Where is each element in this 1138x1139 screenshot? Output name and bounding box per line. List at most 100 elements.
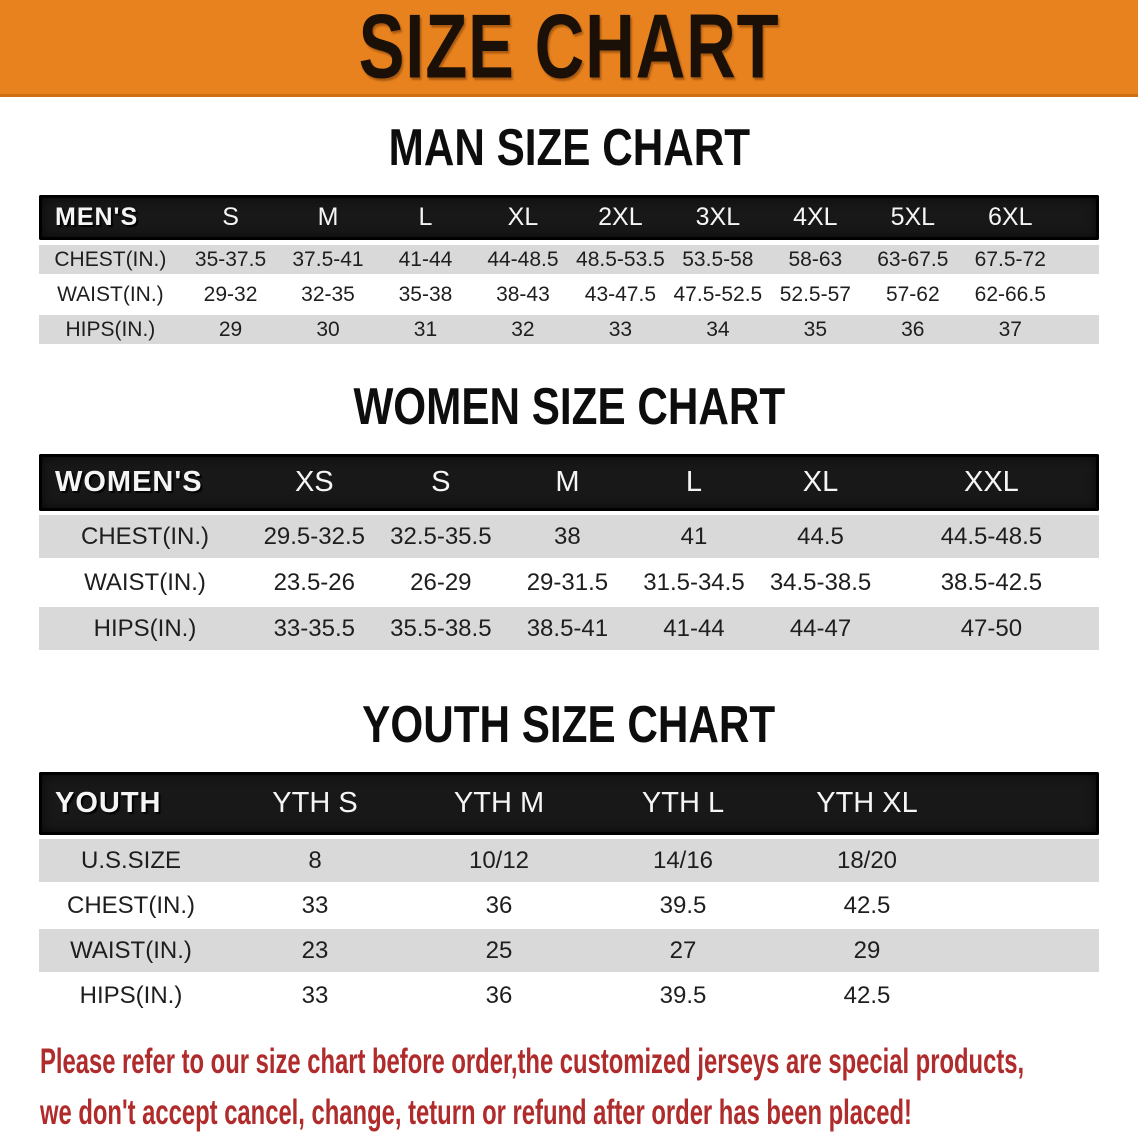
youth-size-table: YOUTH YTH S YTH M YTH L YTH XL U.S.SIZE 8 10/12… (39, 772, 1099, 1017)
size-value-cell: 52.5-57 (779, 282, 851, 306)
size-value-cell: 63-67.5 (877, 247, 949, 271)
size-value-cell: 36 (485, 891, 513, 919)
size-value-cell: 29-32 (203, 282, 258, 306)
disclaimer-text: Please refer to our size chart before or… (40, 1037, 1138, 1139)
size-value-cell: 38-43 (496, 282, 550, 306)
size-column-header: XL (802, 466, 839, 498)
row-label: CHEST(IN.) (81, 522, 209, 550)
size-value-cell: 39.5 (659, 891, 707, 919)
row-label: WAIST(IN.) (70, 936, 192, 964)
size-column-header: 6XL (988, 203, 1033, 231)
size-value-cell: 27 (669, 936, 697, 964)
size-value-cell: 39.5 (659, 981, 707, 1009)
size-value-cell: 32-35 (301, 282, 355, 306)
size-value-cell: 37.5-41 (292, 247, 364, 271)
size-column-header: S (222, 203, 239, 231)
row-label: HIPS(IN.) (65, 317, 156, 341)
disclaimer-line-1: Please refer to our size chart before or… (40, 1042, 1025, 1081)
size-value-cell: 62-66.5 (974, 282, 1046, 306)
disclaimer-line-2: we don't accept cancel, change, teturn o… (40, 1092, 912, 1132)
size-value-cell: 31.5-34.5 (643, 568, 745, 596)
size-value-cell: 29.5-32.5 (263, 522, 365, 550)
size-value-cell: 44.5-48.5 (940, 522, 1043, 550)
size-value-cell: 33-35.5 (273, 614, 355, 642)
men-section: MAN SIZE CHART (0, 119, 1138, 178)
size-value-cell: 29 (218, 317, 243, 341)
size-column-header: S (431, 466, 451, 498)
size-value-cell: 14/16 (652, 846, 714, 874)
size-column-header: L (685, 466, 703, 498)
size-column-header: 4XL (793, 203, 838, 231)
size-column-header: XL (507, 203, 539, 231)
size-value-cell: 33 (301, 981, 329, 1009)
size-column-header: 5XL (890, 203, 936, 231)
size-value-cell: 8 (308, 846, 322, 874)
size-value-cell: 38.5-42.5 (940, 568, 1043, 596)
size-value-cell: 35 (803, 317, 828, 341)
size-value-cell: 36 (485, 981, 513, 1009)
size-value-cell: 38.5-41 (526, 614, 609, 642)
size-column-header: XS (294, 466, 334, 498)
size-value-cell: 43-47.5 (584, 282, 657, 306)
size-value-cell: 41 (680, 522, 708, 550)
size-column-header: 3XL (695, 203, 741, 231)
size-value-cell: 36 (901, 317, 925, 341)
size-column-header: L (418, 203, 433, 231)
size-column-header: M (555, 466, 580, 498)
size-value-cell: 42.5 (843, 981, 891, 1009)
size-value-cell: 32 (511, 317, 535, 341)
youth-header-label: YOUTH (55, 787, 162, 819)
youth-data-row: CHEST(IN.) 33 36 39.5 42.5 (39, 884, 1099, 927)
size-value-cell: 38 (554, 522, 581, 550)
size-value-cell: 48.5-53.5 (576, 247, 665, 271)
size-value-cell: 30 (316, 317, 340, 341)
banner-title: SIZE CHART (358, 0, 780, 98)
size-column-header: YTH XL (816, 787, 918, 819)
size-value-cell: 35-38 (398, 282, 453, 306)
size-chart-banner: SIZE CHART (0, 0, 1138, 97)
size-column-header: M (317, 203, 339, 231)
size-value-cell: 26-29 (410, 568, 472, 596)
size-column-header: YTH S (272, 787, 358, 819)
men-header-label: MEN'S (55, 203, 139, 231)
men-header-row: MEN'S S M L XL 2XL 3XL 4XL 5XL 6XL (39, 195, 1099, 240)
size-column-header: YTH L (641, 787, 725, 819)
size-value-cell: 44.5 (797, 522, 844, 550)
size-value-cell: 35-37.5 (194, 247, 267, 271)
row-label: HIPS(IN.) (79, 981, 183, 1009)
size-value-cell: 37 (998, 317, 1022, 341)
size-value-cell: 25 (485, 936, 513, 964)
youth-data-row: WAIST(IN.) 23 25 27 29 (39, 929, 1099, 972)
row-label: CHEST(IN.) (54, 247, 167, 271)
men-data-row: CHEST(IN.) 35-37.5 37.5-41 41-44 44-48.5 48.5… (39, 245, 1099, 274)
row-label: U.S.SIZE (80, 846, 182, 874)
women-data-row: HIPS(IN.) 33-35.5 35.5-38.5 38.5-41 41-44 44-… (39, 607, 1099, 650)
youth-data-row: HIPS(IN.) 33 36 39.5 42.5 (39, 974, 1099, 1017)
size-value-cell: 18/20 (836, 846, 898, 874)
size-value-cell: 47-50 (960, 614, 1023, 642)
size-value-cell: 41-44 (663, 614, 725, 642)
size-value-cell: 33 (608, 317, 633, 341)
youth-data-row: U.S.SIZE 8 10/12 14/16 18/20 (39, 839, 1099, 882)
size-value-cell: 10/12 (468, 846, 530, 874)
size-value-cell: 34.5-38.5 (769, 568, 872, 596)
women-section: WOMEN SIZE CHART (0, 382, 1138, 434)
size-value-cell: 57-62 (885, 282, 940, 306)
women-header-label: WOMEN'S (55, 466, 203, 498)
size-value-cell: 53.5-58 (682, 247, 754, 271)
size-value-cell: 44-48.5 (487, 247, 559, 271)
men-size-table: MEN'S S M L XL 2XL 3XL 4XL 5XL 6XL CHEST(IN.) 35-37… (39, 195, 1099, 344)
size-column-header: YTH M (453, 787, 545, 819)
women-size-table: WOMEN'S XS S M L XL XXL CHEST(IN.) 29.5-32.5 32.5… (39, 454, 1099, 650)
size-value-cell: 29-31.5 (526, 568, 609, 596)
size-value-cell: 47.5-52.5 (673, 282, 763, 306)
size-value-cell: 58-63 (788, 247, 843, 271)
row-label: WAIST(IN.) (84, 568, 206, 596)
men-section-title: MAN SIZE CHART (388, 119, 750, 178)
size-value-cell: 23.5-26 (273, 568, 355, 596)
row-label: CHEST(IN.) (67, 891, 195, 919)
size-value-cell: 31 (413, 317, 438, 341)
size-value-cell: 44-47 (789, 614, 852, 642)
size-value-cell: 32.5-35.5 (390, 522, 492, 550)
